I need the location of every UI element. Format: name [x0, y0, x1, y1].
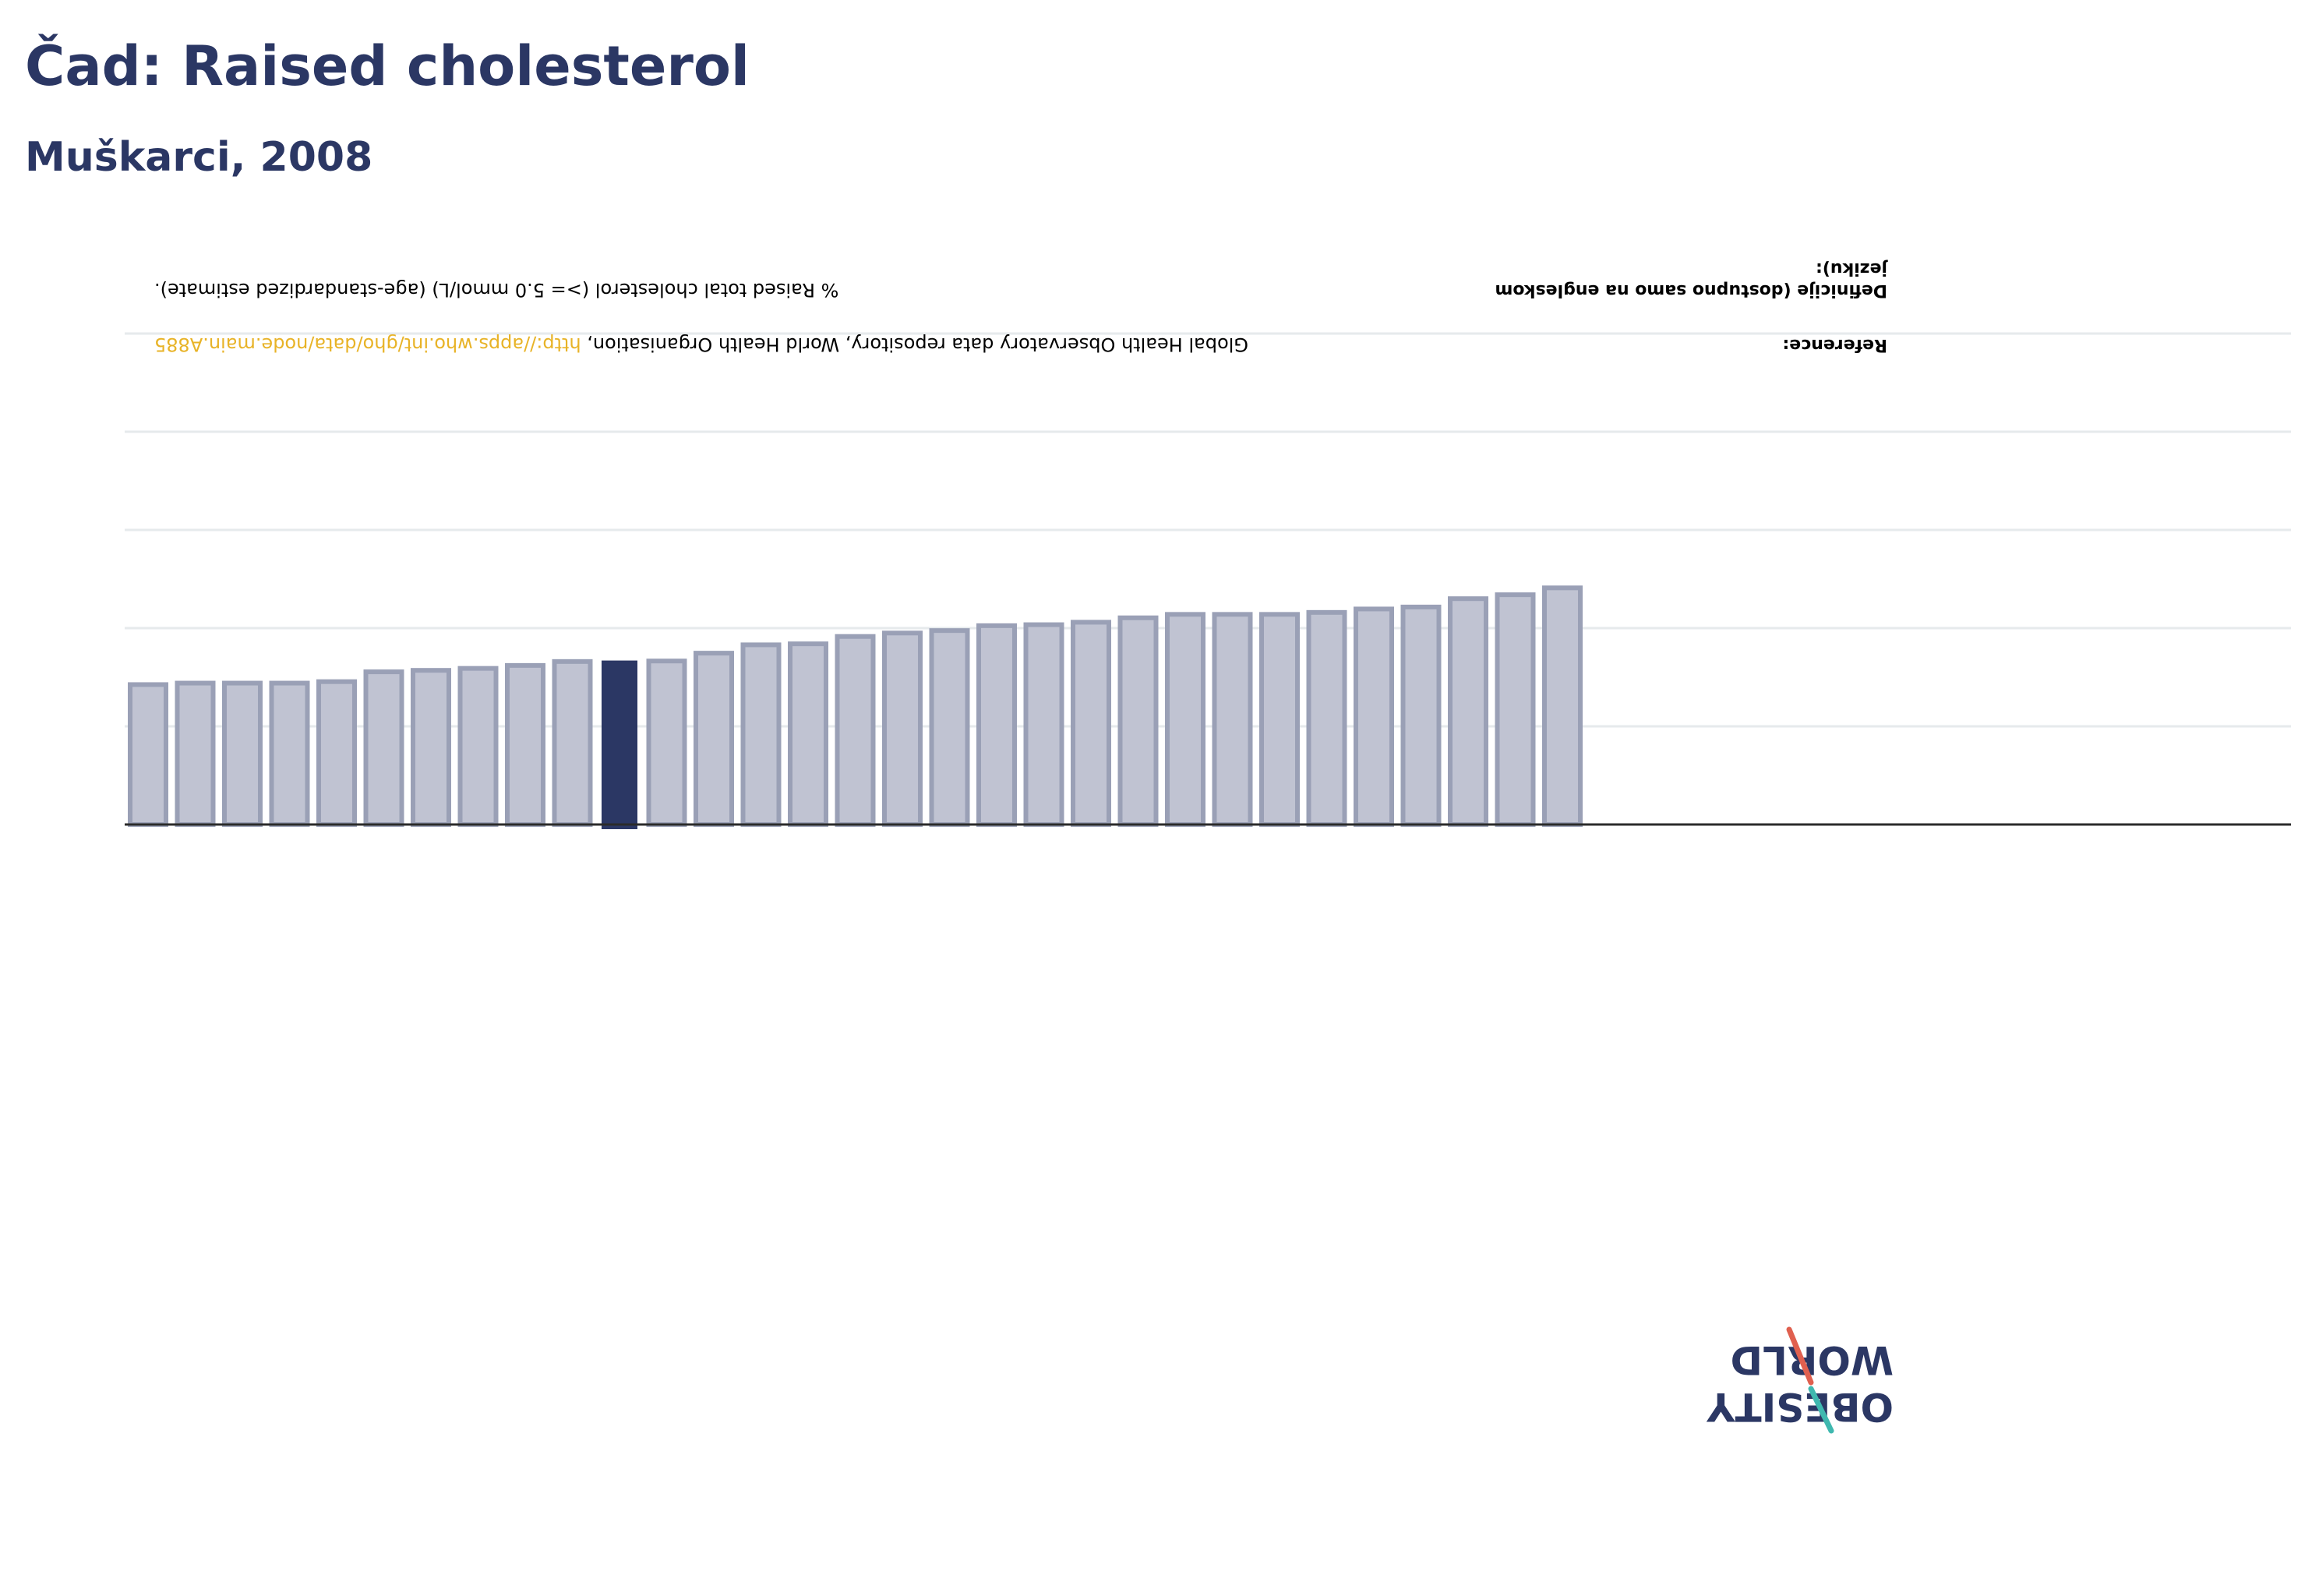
bar [175, 680, 216, 827]
bar [835, 634, 876, 828]
logo-red-slash [1786, 1326, 1814, 1386]
reference-link[interactable]: http://apps.who.int/gho/data/node.main.A… [154, 334, 581, 355]
bar [1542, 585, 1583, 828]
bar [929, 628, 970, 828]
bar [646, 659, 687, 828]
bar [1354, 606, 1394, 827]
logo-line-2: WORLD [1730, 1337, 1894, 1382]
bar [269, 680, 310, 827]
bar [363, 669, 404, 827]
chart-title: Čad: Raised cholesterol [25, 34, 750, 98]
bar [788, 641, 828, 827]
logo-line-1: OBESITY [1707, 1384, 1894, 1429]
bar [411, 668, 451, 827]
definition-row: Definicije (dostupno samo na engleskom j… [145, 257, 1897, 301]
bars [128, 585, 1583, 829]
reference-value: Global Health Observatory data repositor… [154, 334, 1248, 355]
bar [1448, 596, 1488, 827]
world-obesity-logo: OBESITY WORLD [1707, 1326, 1894, 1434]
bar [1495, 592, 1536, 827]
bar [694, 651, 734, 827]
bar [222, 680, 263, 827]
definition-label: Definicije (dostupno samo na engleskom j… [1495, 259, 1887, 300]
bar [552, 659, 593, 828]
reference-label: Reference: [1782, 335, 1887, 355]
bar-highlighted [602, 660, 637, 829]
definition-text: % Raised total cholesterol (>= 5.0 mmol/… [154, 279, 839, 301]
bar [316, 679, 357, 827]
bar [1212, 612, 1253, 827]
bar [1259, 612, 1300, 827]
bar [1306, 609, 1347, 828]
reference-row: Reference: Global Health Observatory dat… [145, 334, 1897, 355]
reference-text: Global Health Observatory data repositor… [581, 334, 1248, 355]
bar [128, 682, 168, 828]
bar [740, 642, 782, 827]
bar [976, 623, 1017, 827]
bar [457, 666, 499, 827]
gridlines [125, 332, 2291, 728]
bar [1117, 615, 1159, 828]
logo-teal-slash [1808, 1386, 1834, 1434]
bar [1165, 612, 1205, 827]
bar [505, 662, 545, 827]
chart-subtitle: Muškarci, 2008 [25, 134, 373, 181]
bar [1071, 620, 1111, 827]
bar [1400, 604, 1442, 827]
bar [882, 630, 923, 827]
bar [1023, 622, 1064, 828]
